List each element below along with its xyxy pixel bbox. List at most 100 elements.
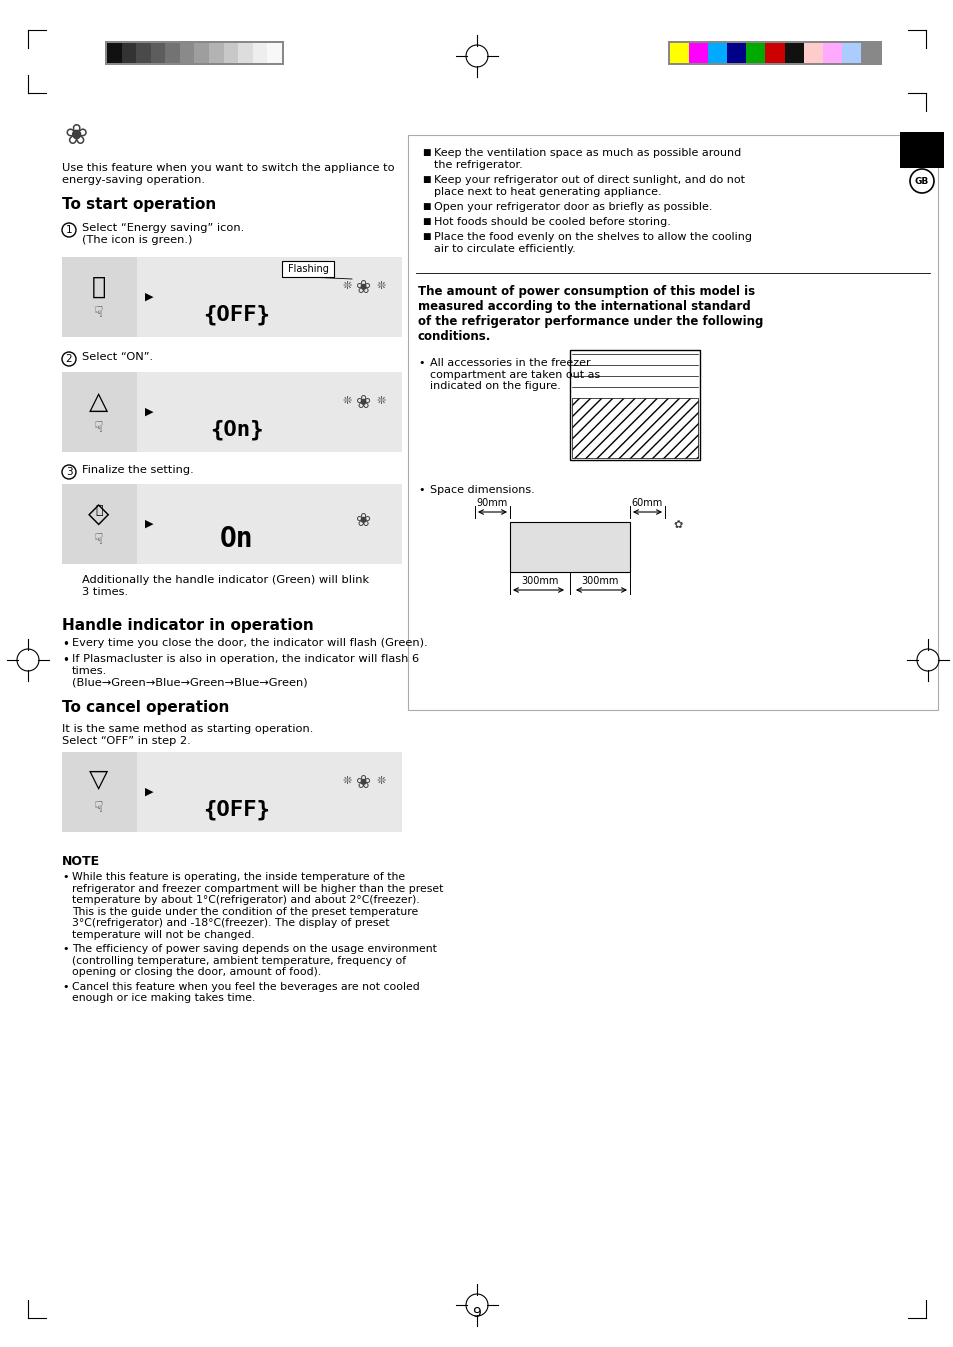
Bar [194, 43, 209, 63]
Bar [223, 43, 238, 63]
Text: Open your refrigerator door as briefly as possible.: Open your refrigerator door as briefly a… [434, 202, 712, 211]
Text: 9: 9 [472, 1307, 481, 1320]
Bar [572, 397, 698, 458]
Text: ☟: ☟ [94, 800, 104, 815]
Text: Keep your refrigerator out of direct sunlight, and do not
place next to heat gen: Keep your refrigerator out of direct sun… [434, 175, 744, 197]
Text: ❀: ❀ [356, 279, 371, 296]
Bar [62, 372, 137, 453]
Text: If Plasmacluster is also in operation, the indicator will flash 6
times.
(Blue→G: If Plasmacluster is also in operation, t… [71, 655, 418, 687]
Text: Additionally the handle indicator (Green) will blink
3 times.: Additionally the handle indicator (Green… [82, 575, 369, 597]
Text: ▶: ▶ [145, 519, 153, 529]
Text: 1: 1 [66, 225, 72, 234]
Bar [165, 43, 180, 63]
Bar [62, 752, 137, 832]
Bar [282, 261, 334, 277]
Text: 300mm: 300mm [580, 577, 618, 586]
Bar [62, 484, 137, 564]
Text: The efficiency of power saving depends on the usage environment
(controlling tem: The efficiency of power saving depends o… [71, 944, 436, 977]
Text: △: △ [90, 391, 109, 414]
Bar [745, 43, 764, 63]
Bar [569, 350, 700, 459]
Text: Every time you close the door, the indicator will flash (Green).: Every time you close the door, the indic… [71, 638, 427, 648]
Text: Cancel this feature when you feel the beverages are not cooled
enough or ice mak: Cancel this feature when you feel the be… [71, 982, 419, 1004]
Text: ❊: ❊ [342, 776, 352, 787]
Text: ◇: ◇ [89, 500, 110, 528]
Text: ▽: ▽ [90, 768, 109, 792]
Circle shape [909, 168, 933, 193]
Bar [137, 484, 401, 564]
Text: {On}: {On} [210, 420, 263, 440]
Bar [107, 43, 121, 63]
Bar [669, 43, 688, 63]
Text: •: • [62, 944, 69, 954]
Text: ❊: ❊ [342, 282, 352, 291]
Text: ❀: ❀ [64, 123, 88, 150]
Bar [137, 257, 401, 337]
Text: Handle indicator in operation: Handle indicator in operation [62, 618, 314, 633]
Text: GB: GB [914, 176, 928, 186]
Text: ☟: ☟ [94, 420, 104, 435]
Text: ❊: ❊ [342, 396, 352, 405]
Text: ☟: ☟ [94, 532, 104, 547]
Text: ⧉: ⧉ [91, 275, 106, 299]
Bar [764, 43, 783, 63]
Circle shape [62, 352, 76, 366]
Bar [841, 43, 860, 63]
Text: All accessories in the freezer
compartment are taken out as
indicated on the fig: All accessories in the freezer compartme… [430, 358, 599, 391]
Text: {OFF}: {OFF} [203, 800, 270, 820]
Text: •: • [62, 655, 69, 667]
Text: On: On [220, 525, 253, 554]
Text: NOTE: NOTE [62, 855, 100, 867]
Text: The amount of power consumption of this model is
measured according to the inter: The amount of power consumption of this … [417, 286, 762, 343]
Bar [253, 43, 267, 63]
Bar [137, 372, 401, 453]
Text: Hot foods should be cooled before storing.: Hot foods should be cooled before storin… [434, 217, 670, 228]
Text: To cancel operation: To cancel operation [62, 700, 229, 715]
Text: ■: ■ [421, 175, 430, 185]
Text: •: • [417, 485, 424, 494]
Text: It is the same method as starting operation.
Select “OFF” in step 2.: It is the same method as starting operat… [62, 723, 313, 746]
Text: Flashing: Flashing [287, 264, 328, 273]
Text: ■: ■ [421, 148, 430, 158]
Bar [688, 43, 707, 63]
Text: Select “Energy saving” icon.
(The icon is green.): Select “Energy saving” icon. (The icon i… [82, 224, 244, 245]
Text: ☟: ☟ [94, 304, 104, 321]
Text: ▶: ▶ [145, 407, 153, 418]
Text: ▶: ▶ [145, 787, 153, 797]
Text: ❊: ❊ [375, 282, 385, 291]
Text: ■: ■ [421, 232, 430, 241]
Text: ❀: ❀ [356, 395, 371, 412]
Bar [238, 43, 253, 63]
Text: Finalize the setting.: Finalize the setting. [82, 465, 193, 475]
Bar [726, 43, 745, 63]
Circle shape [62, 465, 76, 480]
Bar [137, 752, 401, 832]
Bar [860, 43, 879, 63]
Text: ⏻: ⏻ [95, 504, 103, 517]
Text: ❊: ❊ [375, 396, 385, 405]
Text: ✿: ✿ [672, 520, 681, 529]
Bar [180, 43, 194, 63]
Text: ■: ■ [421, 217, 430, 226]
Text: •: • [62, 872, 69, 882]
Text: Use this feature when you want to switch the appliance to
energy-saving operatio: Use this feature when you want to switch… [62, 163, 395, 185]
Text: {OFF}: {OFF} [203, 304, 270, 325]
Text: ❀: ❀ [356, 512, 371, 529]
Text: 90mm: 90mm [476, 498, 507, 508]
Bar [136, 43, 151, 63]
Bar [105, 40, 284, 65]
Circle shape [62, 224, 76, 237]
Text: Keep the ventilation space as much as possible around
the refrigerator.: Keep the ventilation space as much as po… [434, 148, 740, 170]
Text: ▶: ▶ [145, 292, 153, 302]
Text: •: • [62, 638, 69, 651]
Bar [151, 43, 165, 63]
Text: To start operation: To start operation [62, 197, 216, 211]
Bar [707, 43, 726, 63]
Bar [209, 43, 223, 63]
Bar [62, 257, 137, 337]
Text: Space dimensions.: Space dimensions. [430, 485, 535, 494]
Bar [821, 43, 841, 63]
Text: 60mm: 60mm [631, 498, 662, 508]
Text: While this feature is operating, the inside temperature of the
refrigerator and : While this feature is operating, the ins… [71, 872, 443, 940]
Bar [510, 523, 629, 572]
